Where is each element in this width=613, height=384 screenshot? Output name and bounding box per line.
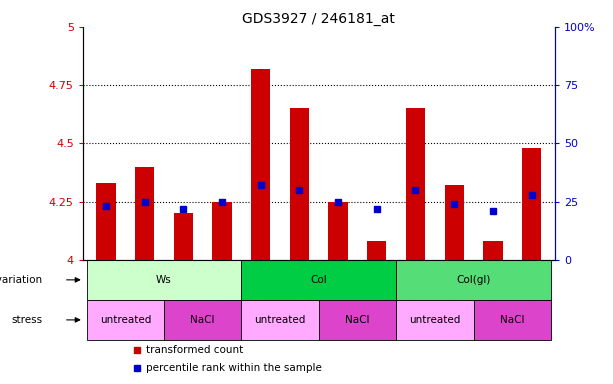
Text: Col(gl): Col(gl) [456,275,490,285]
Text: stress: stress [12,315,43,325]
Text: Ws: Ws [156,275,172,285]
Bar [367,241,386,260]
Text: NaCl: NaCl [345,315,370,325]
Text: untreated: untreated [100,315,151,325]
Bar [135,167,154,260]
Bar [319,300,396,340]
Text: percentile rank within the sample: percentile rank within the sample [147,363,322,373]
Bar [444,185,464,260]
Bar [242,260,396,300]
Bar [522,148,541,260]
Text: untreated: untreated [254,315,306,325]
Text: NaCl: NaCl [191,315,215,325]
Bar [473,300,551,340]
Bar [290,108,309,260]
Bar [329,202,348,260]
Text: transformed count: transformed count [147,345,244,355]
Bar [86,260,242,300]
Bar [164,300,242,340]
Bar [96,183,116,260]
Bar [212,202,232,260]
Bar [251,69,270,260]
Bar [173,213,193,260]
Bar [396,300,473,340]
Bar [406,108,425,260]
Text: Col: Col [310,275,327,285]
Title: GDS3927 / 246181_at: GDS3927 / 246181_at [242,12,395,26]
Text: NaCl: NaCl [500,315,525,325]
Bar [86,300,164,340]
Bar [242,300,319,340]
Bar [483,241,503,260]
Text: untreated: untreated [409,315,460,325]
Bar [396,260,551,300]
Text: genotype/variation: genotype/variation [0,275,43,285]
